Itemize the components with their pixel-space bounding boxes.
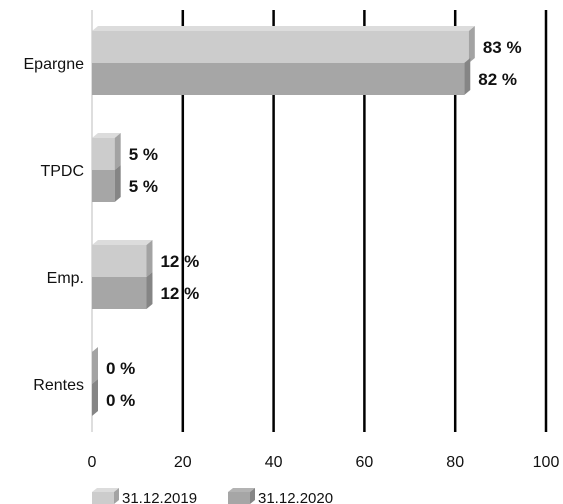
x-tick-label: 100	[533, 454, 560, 471]
category-label: Emp.	[47, 270, 84, 287]
bar-side	[114, 133, 121, 170]
category-label: Epargne	[24, 56, 85, 73]
bar	[92, 240, 153, 277]
bar-side	[468, 26, 475, 63]
legend-item: 31.12.2019	[92, 488, 197, 504]
legend-label: 31.12.2019	[122, 490, 197, 504]
legend-swatch-top	[228, 488, 255, 492]
legend-swatch	[228, 492, 250, 504]
legend-swatch-top	[92, 488, 119, 492]
bar-top	[92, 240, 153, 245]
value-label: 0 %	[106, 359, 135, 378]
category-label: TPDC	[40, 163, 84, 180]
value-label: 82 %	[478, 70, 517, 89]
legend-label: 31.12.2020	[258, 490, 333, 504]
bar	[92, 347, 98, 384]
bar-front	[92, 245, 147, 277]
bar-side	[146, 272, 153, 309]
bar-front	[92, 138, 115, 170]
bar	[92, 58, 471, 95]
value-label: 5 %	[129, 177, 158, 196]
category-label: Rentes	[33, 377, 84, 394]
bar-side	[92, 347, 98, 384]
bar-side	[464, 58, 471, 95]
category-labels: Epargne TPDC Emp. Rentes	[24, 56, 85, 394]
bar	[92, 272, 153, 309]
x-axis-tick-labels: 0 20 40 60 80 100	[88, 454, 560, 471]
value-labels: 83 % 82 % 5 % 5 % 12 % 12 % 0 % 0 %	[106, 38, 522, 410]
value-label: 12 %	[160, 252, 199, 271]
bar	[92, 165, 121, 202]
bar-side	[114, 165, 121, 202]
bar-side	[146, 240, 153, 277]
value-label: 83 %	[483, 38, 522, 57]
x-tick-label: 60	[356, 454, 374, 471]
bar	[92, 379, 98, 416]
value-label: 5 %	[129, 145, 158, 164]
x-tick-label: 20	[174, 454, 192, 471]
bar-top	[92, 26, 475, 31]
bar-front	[92, 170, 115, 202]
bar-front	[92, 63, 465, 95]
legend-swatch	[92, 492, 114, 504]
bar	[92, 26, 475, 63]
x-tick-label: 40	[265, 454, 283, 471]
bar	[92, 133, 121, 170]
legend-swatch-side	[114, 488, 119, 504]
bar-top	[92, 133, 121, 138]
legend-swatch-side	[250, 488, 255, 504]
bar-layer	[92, 26, 475, 416]
bar-front	[92, 31, 469, 63]
legend: 31.12.2019 31.12.2020	[92, 488, 333, 504]
bar-front	[92, 277, 147, 309]
value-label: 0 %	[106, 391, 135, 410]
x-tick-label: 80	[446, 454, 464, 471]
legend-item: 31.12.2020	[228, 488, 333, 504]
value-label: 12 %	[160, 284, 199, 303]
x-tick-label: 0	[88, 454, 97, 471]
bar-side	[92, 379, 98, 416]
